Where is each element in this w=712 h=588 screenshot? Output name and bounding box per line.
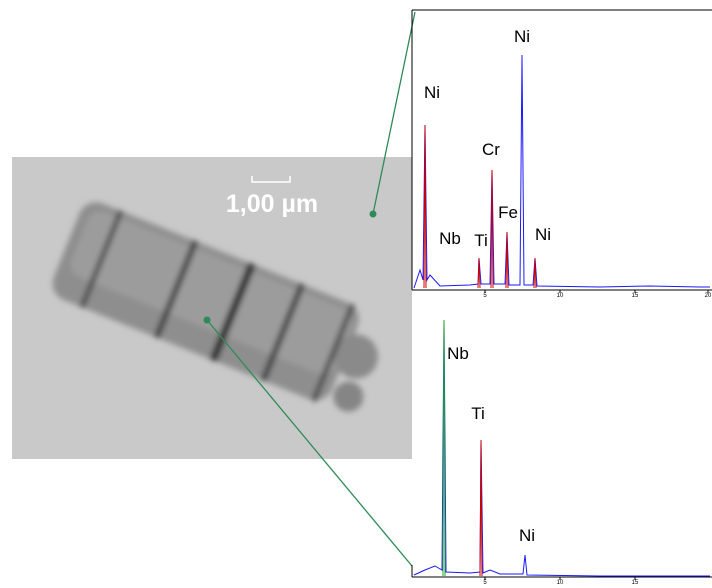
x-tick-label: 20 [705, 293, 712, 299]
peak-label: Ni [514, 27, 530, 46]
connector-point [203, 316, 211, 324]
x-tick-label: 10 [557, 580, 564, 586]
spectrum-top: Ni Nb Ti Cr Fe Ni Ni 5 10 15 20 [411, 9, 712, 299]
peak-label: Cr [482, 140, 500, 159]
fit-line [442, 319, 446, 577]
peak-label: Nb [439, 229, 461, 248]
peak-label: Ni [424, 83, 440, 102]
micrograph: 1,00 µm [12, 157, 412, 459]
spectrum-bottom: Nb Ti Ni 5 10 15 [411, 319, 712, 586]
spectrum-line [413, 319, 710, 577]
scale-bar-label: 1,00 µm [226, 190, 318, 218]
connector [372, 11, 416, 215]
peak-label: Ni [519, 526, 535, 545]
peak-label: Ti [471, 404, 485, 423]
peak-label: Ni [535, 225, 551, 244]
connector-point [369, 210, 377, 218]
x-tick-label: 5 [483, 293, 487, 299]
scale-bar [251, 176, 291, 183]
x-tick-label: 15 [632, 293, 639, 299]
x-tick-label: 10 [557, 293, 564, 299]
peak-label: Ti [474, 231, 488, 250]
fit-line [423, 124, 537, 289]
spectrum-line [413, 54, 710, 289]
connector [206, 319, 413, 567]
peak-label: Nb [447, 344, 469, 363]
fit-line [479, 439, 483, 577]
peak-label: Fe [498, 203, 518, 222]
x-tick-label: 5 [483, 580, 487, 586]
x-tick-label: 15 [632, 580, 639, 586]
